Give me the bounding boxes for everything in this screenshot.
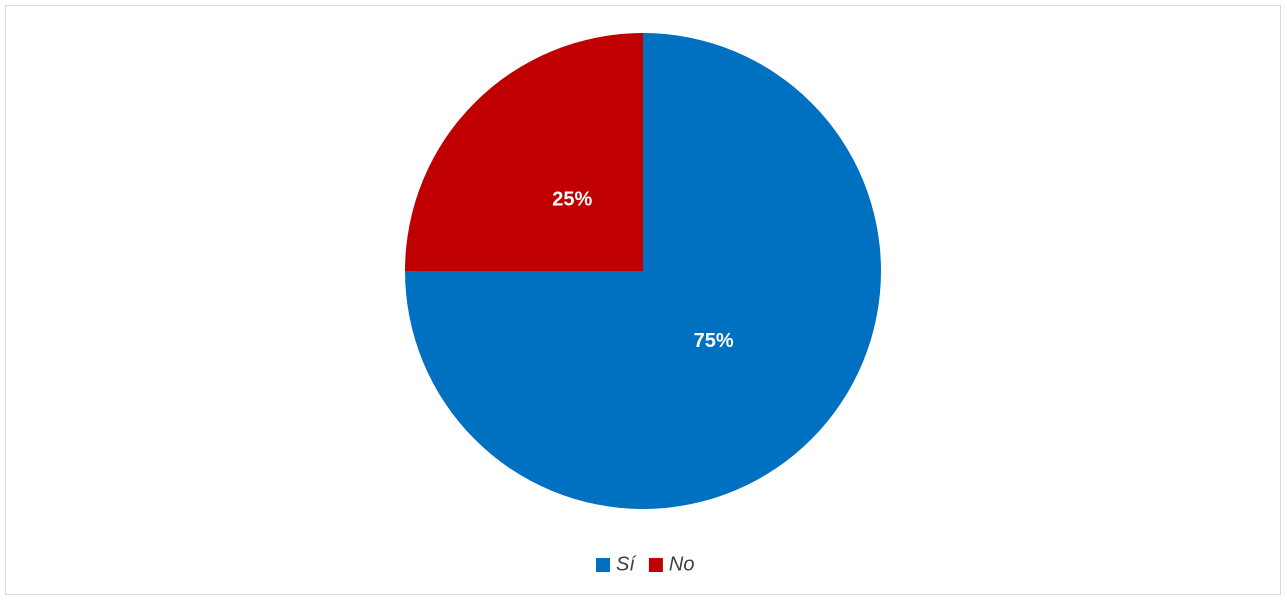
legend-swatch [648,558,663,572]
legend-label: No [669,553,695,575]
data-label: 75% [694,330,734,352]
pie-slice [405,33,643,271]
legend-label: Sí [616,553,637,575]
legend-swatch [596,558,610,572]
data-label: 25% [552,189,592,211]
